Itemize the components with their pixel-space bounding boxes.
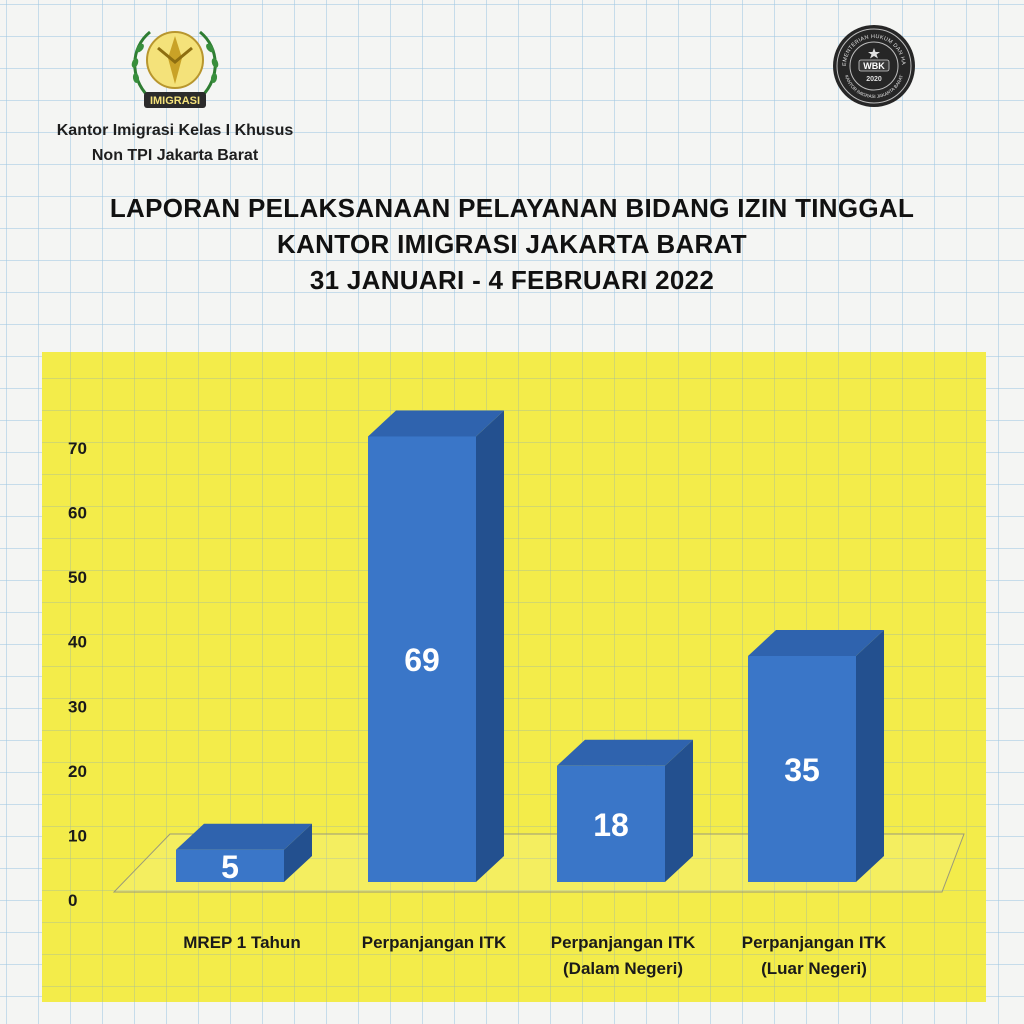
y-tick-label: 60 — [68, 504, 87, 523]
bar-top — [176, 823, 312, 850]
bar-top — [748, 630, 884, 656]
category-label: (Luar Negeri) — [761, 959, 867, 978]
bar-side — [665, 739, 693, 882]
bar-side — [476, 410, 504, 882]
y-tick-label: 10 — [68, 826, 87, 845]
bar — [368, 436, 476, 882]
y-tick-label: 0 — [68, 891, 77, 910]
bar — [557, 765, 665, 882]
y-tick-label: 70 — [68, 439, 87, 458]
y-tick-label: 40 — [68, 633, 87, 652]
bar — [176, 849, 284, 882]
bar-side — [284, 823, 312, 882]
y-tick-label: 30 — [68, 697, 87, 716]
bar-data-label: 69 — [404, 642, 440, 678]
wbk-badge-logo: KEMENTERIAN HUKUM DAN HAM KANTOR IMIGRAS… — [832, 24, 915, 107]
logo-left-text: IMIGRASI — [150, 95, 200, 107]
category-label: (Dalam Negeri) — [563, 959, 683, 978]
badge-year-text: 2020 — [866, 76, 882, 83]
bar-data-label: 5 — [221, 849, 239, 885]
bar-side — [856, 630, 884, 882]
report-title: LAPORAN PELAKSANAAN PELAYANAN BIDANG IZI… — [0, 190, 1024, 298]
bar-data-label: 18 — [593, 807, 629, 843]
badge-wbk-text: WBK — [863, 61, 885, 71]
report-title-line1: LAPORAN PELAKSANAAN PELAYANAN BIDANG IZI… — [109, 193, 915, 223]
badge-star-icon — [868, 48, 880, 59]
bar-top — [557, 739, 693, 766]
bar — [748, 656, 856, 882]
office-name-line2: Non TPI Jakarta Barat — [91, 147, 259, 164]
office-name: Kantor Imigrasi Kelas I Khusus Non TPI J… — [20, 118, 330, 168]
chart-panel: 0 10 20 30 40 50 60 70 5 MREP 1 Tahun 69 Perpanjang… — [42, 352, 986, 1002]
y-tick-label: 20 — [68, 762, 87, 781]
imigrasi-emblem-logo: IMIGRASI — [131, 30, 219, 108]
bar-top — [368, 410, 504, 437]
office-name-line1: Kantor Imigrasi Kelas I Khusus — [56, 122, 294, 139]
y-tick-label: 50 — [68, 568, 87, 587]
category-label: Perpanjangan ITK — [362, 933, 507, 952]
category-label: MREP 1 Tahun — [183, 933, 300, 952]
report-title-line3: 31 JANUARI - 4 FEBRUARI 2022 — [309, 265, 715, 295]
category-label: Perpanjangan ITK — [742, 933, 887, 952]
category-label: Perpanjangan ITK — [551, 933, 696, 952]
bar-chart: 0 10 20 30 40 50 60 70 5 MREP 1 Tahun 69 Perpanjang… — [68, 410, 965, 978]
report-title-line2: KANTOR IMIGRASI JAKARTA BARAT — [277, 229, 747, 259]
bar-data-label: 35 — [784, 752, 820, 788]
